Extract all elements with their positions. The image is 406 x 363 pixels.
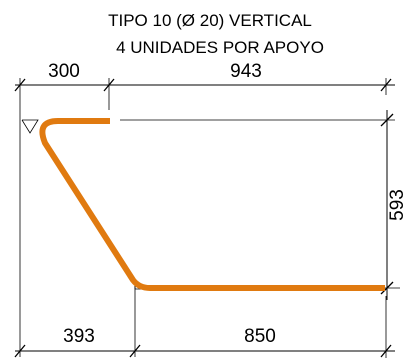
bend-marker-top	[21, 119, 39, 134]
bottom-tick-left	[14, 344, 26, 358]
dimension-300: 300	[48, 61, 80, 82]
right-tick-bottom	[380, 281, 394, 295]
top-tick-right	[380, 78, 392, 92]
dimension-943: 943	[230, 61, 262, 82]
dimension-593: 593	[387, 189, 406, 221]
right-tick-top	[380, 113, 394, 127]
bottom-dimension: 393 850	[14, 296, 395, 358]
dimension-850: 850	[244, 326, 276, 347]
diagram-title-line1: TIPO 10 (Ø 20) VERTICAL	[108, 11, 312, 30]
diagram-title-line2: 4 UNIDADES POR APOYO	[116, 38, 324, 57]
rebar-bar	[39, 118, 385, 291]
dimension-393: 393	[63, 326, 95, 347]
bottom-tick-mid	[129, 344, 141, 358]
bottom-tick-right	[380, 344, 392, 358]
top-tick-left	[14, 78, 26, 92]
top-tick-mid	[103, 78, 115, 92]
top-dimension: 300 943	[14, 61, 395, 110]
right-dimension: 593	[120, 110, 406, 300]
